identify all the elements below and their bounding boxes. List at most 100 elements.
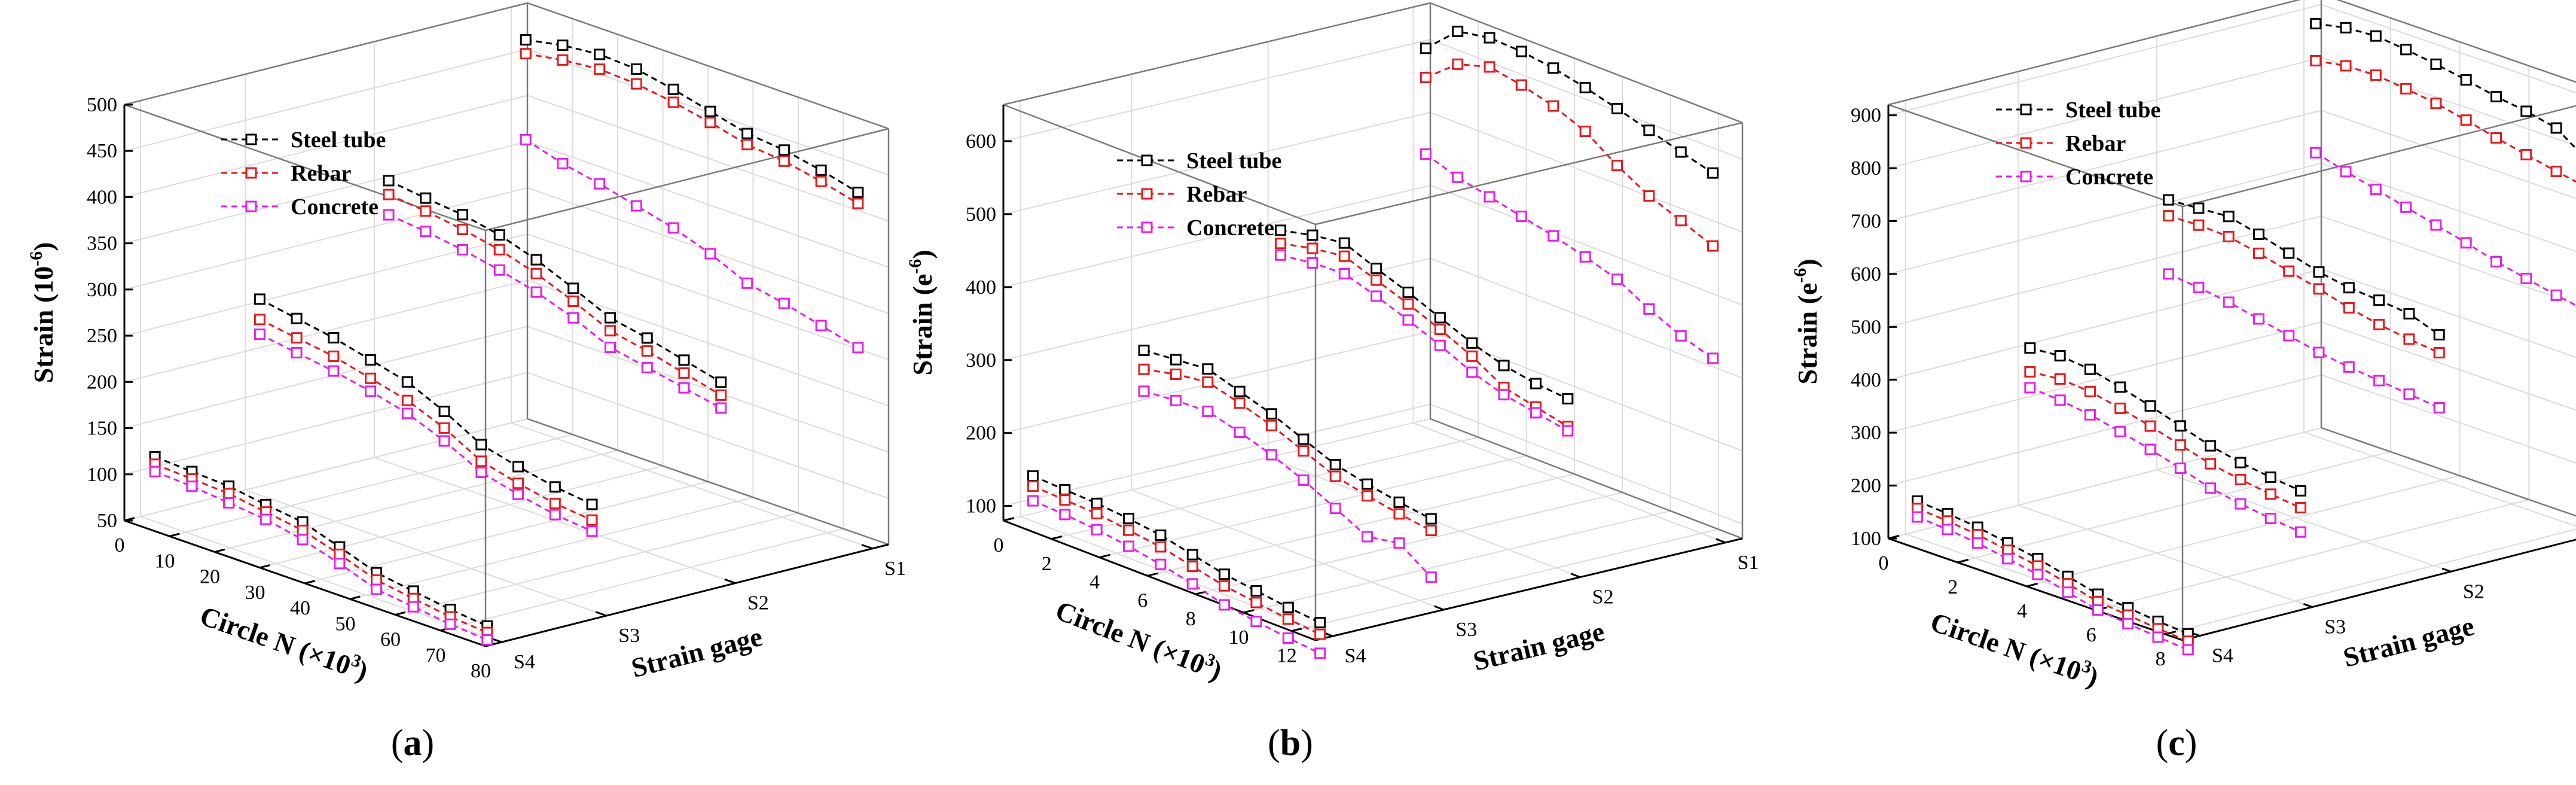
- data-point-rebar: [1329, 470, 1341, 482]
- data-point-steel-tube: [401, 376, 413, 388]
- grid-line: [2321, 321, 2576, 411]
- data-point-steel-tube: [1548, 62, 1559, 74]
- data-point-steel-tube: [2400, 44, 2412, 56]
- data-point-steel-tube: [2163, 194, 2175, 206]
- data-point-concrete: [2205, 482, 2217, 494]
- gage-tick-label: S1: [884, 558, 906, 580]
- data-point-concrete: [1027, 495, 1039, 507]
- data-point-rebar: [1484, 61, 1495, 73]
- y-axis-title: Strain (e-6): [905, 250, 938, 375]
- data-point-rebar: [1611, 160, 1623, 172]
- grid-line: [1003, 38, 1431, 142]
- data-point-steel-tube: [1091, 497, 1103, 509]
- data-point-concrete: [1250, 616, 1262, 628]
- series-rebar-s3: [1138, 363, 1437, 537]
- panel-label-letter: a: [404, 723, 422, 763]
- data-point-rebar: [630, 78, 642, 90]
- box-edge: [1430, 418, 1743, 540]
- y-tick-label: 50: [97, 510, 117, 532]
- grid-line: [1430, 330, 1743, 452]
- grid-line: [1003, 330, 1431, 434]
- legend-label: Concrete: [2065, 165, 2153, 190]
- data-point-concrete: [1452, 171, 1464, 183]
- data-point-steel-tube: [815, 165, 827, 177]
- gage-tick-mark: [1716, 538, 1726, 544]
- data-point-steel-tube: [1123, 513, 1135, 525]
- grid-line: [124, 279, 528, 383]
- box-edge: [527, 2, 889, 130]
- data-point-concrete: [678, 382, 690, 394]
- legend-label: Concrete: [1186, 215, 1274, 241]
- grid-line: [2321, 268, 2576, 358]
- data-point-concrete: [2193, 282, 2205, 294]
- data-point-steel-tube: [1314, 617, 1326, 629]
- data-point-rebar: [1202, 376, 1214, 388]
- data-point-steel-tube: [549, 481, 561, 493]
- data-point-steel-tube: [1138, 345, 1150, 357]
- y-axis-title: Strain (e-6): [1790, 258, 1823, 384]
- data-point-rebar: [401, 394, 413, 406]
- data-point-rebar: [1170, 369, 1182, 381]
- y-axis-title: Strain (10-6): [26, 242, 59, 384]
- chart-panel-a: 50 100 150 200 250 300 350 400 450 500 0 10 20 30 40 50…: [26, 2, 906, 763]
- data-point-concrete: [2024, 382, 2036, 394]
- y-tick-label: 600: [1851, 263, 1881, 285]
- x-tick-label: 70: [426, 644, 446, 667]
- y-tick-label: 400: [87, 186, 117, 208]
- data-point-concrete: [2235, 498, 2247, 510]
- data-point-concrete: [604, 342, 616, 354]
- chart-panel-c: 10020030040050060070080090002468S1S2S3S4…: [1790, 0, 2576, 763]
- grid-line: [1291, 528, 1719, 632]
- x-tick-mark: [2026, 582, 2038, 588]
- data-point-concrete: [1530, 407, 1542, 419]
- y-axis-title-tail: ): [28, 242, 59, 251]
- data-point-rebar: [1643, 190, 1655, 202]
- legend-marker: [245, 167, 257, 179]
- series-line-steel-tube: [1032, 475, 1321, 623]
- data-point-steel-tube: [630, 63, 642, 75]
- data-point-rebar: [457, 223, 469, 235]
- data-point-concrete: [1515, 211, 1527, 223]
- panel-label-letter: b: [1280, 723, 1301, 763]
- data-point-concrete: [2283, 330, 2295, 342]
- data-point-concrete: [254, 328, 265, 340]
- legend: Steel tube Rebar Concrete: [1117, 148, 1281, 241]
- data-point-steel-tube: [641, 332, 653, 344]
- series-line-concrete: [388, 214, 722, 409]
- gage-tick-label: S2: [2463, 580, 2485, 603]
- data-point-concrete: [2403, 388, 2415, 400]
- data-point-concrete: [260, 513, 271, 525]
- series-line-rebar: [2168, 215, 2440, 354]
- box-edge: [1003, 104, 1316, 226]
- gage-tick-mark: [724, 578, 736, 585]
- y-axis-title-sup: -6: [1790, 268, 1810, 283]
- grid-line: [260, 465, 663, 568]
- data-point-rebar: [1282, 613, 1294, 625]
- series-concrete-s1: [2310, 147, 2576, 307]
- data-point-rebar: [549, 498, 561, 510]
- data-point-rebar: [512, 477, 524, 489]
- data-point-rebar: [678, 367, 690, 379]
- data-point-rebar: [530, 267, 542, 279]
- panel-label-close: ): [1301, 723, 1313, 763]
- data-point-rebar: [1219, 580, 1231, 592]
- data-point-rebar: [1548, 100, 1559, 112]
- data-point-rebar: [1314, 628, 1326, 640]
- grid-line: [2165, 528, 2576, 635]
- grid-line: [440, 528, 844, 631]
- series-line-steel-tube: [2315, 23, 2576, 150]
- data-point-rebar: [2403, 333, 2415, 345]
- data-point-concrete: [1425, 571, 1437, 583]
- data-point-concrete: [1611, 273, 1623, 285]
- data-point-rebar: [778, 155, 790, 167]
- data-point-steel-tube: [1484, 32, 1495, 44]
- data-point-concrete: [2490, 255, 2502, 267]
- data-point-rebar: [1091, 507, 1103, 519]
- data-point-steel-tube: [1275, 224, 1287, 236]
- data-point-steel-tube: [1282, 601, 1294, 613]
- series-line-rebar: [2029, 370, 2302, 509]
- series-concrete-s2: [1275, 249, 1574, 437]
- data-point-concrete: [1434, 339, 1446, 351]
- box-edge: [1430, 2, 1743, 124]
